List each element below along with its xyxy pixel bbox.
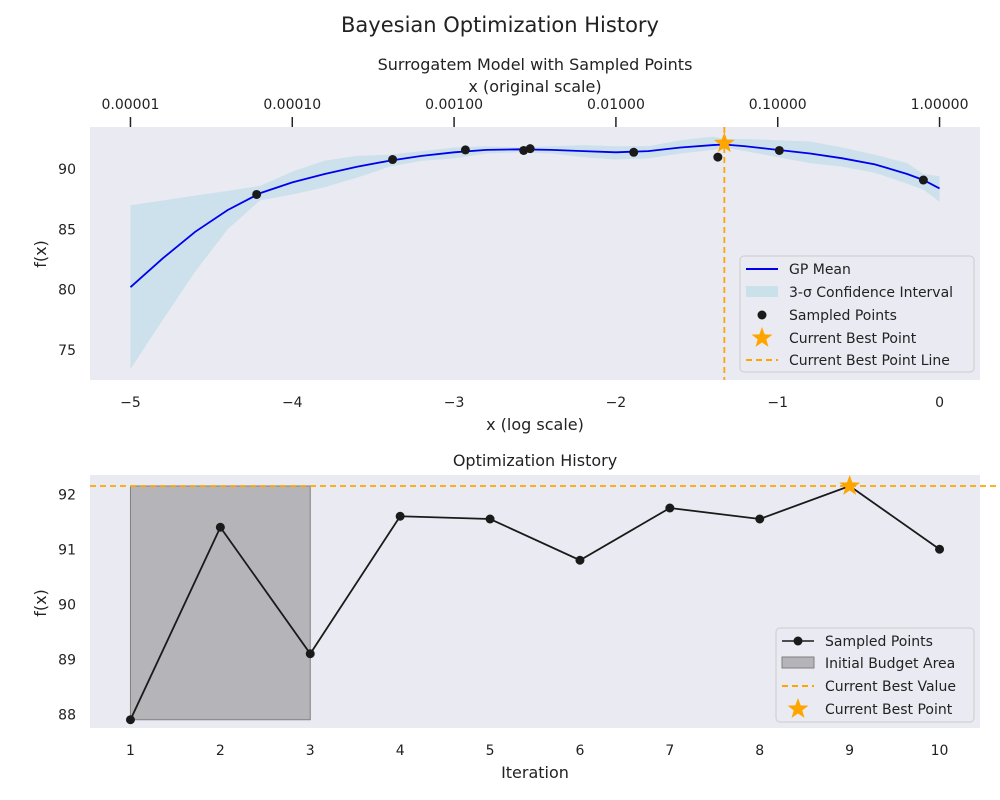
figure-suptitle: Bayesian Optimization History bbox=[341, 13, 659, 37]
x-tick-label: 0 bbox=[935, 395, 944, 411]
history-best-star bbox=[839, 475, 861, 495]
history-point bbox=[485, 514, 495, 524]
sampled-point bbox=[460, 145, 470, 155]
confidence-band bbox=[130, 136, 940, 370]
surrogate-top-axis-label: x (original scale) bbox=[468, 77, 601, 96]
history-point bbox=[935, 544, 945, 554]
x-tick-label: −5 bbox=[120, 395, 141, 411]
x-tick-label: 9 bbox=[845, 743, 854, 759]
top-tick-label: 0.00010 bbox=[263, 97, 321, 113]
x-tick-label: −1 bbox=[767, 395, 788, 411]
history-line-layer bbox=[129, 484, 941, 721]
history-point bbox=[125, 715, 135, 725]
surrogate-legend: GP Mean 3-σ Confidence Interval Sampled … bbox=[739, 255, 975, 373]
sampled-point bbox=[918, 175, 928, 185]
y-tick-label: 90 bbox=[58, 162, 76, 178]
history-legend: Sampled Points Initial Budget Area Curre… bbox=[775, 627, 975, 723]
surrogate-top-ticks: 0.00001 0.00010 0.00100 0.01000 0.10000 1.000… bbox=[102, 97, 969, 127]
surrogate-y-axis-label: f(x) bbox=[31, 240, 50, 268]
sampled-point bbox=[525, 144, 535, 154]
initial-budget-area bbox=[129, 485, 311, 721]
best-point-star bbox=[713, 132, 735, 153]
x-tick-label: 1 bbox=[126, 743, 135, 759]
legend-gp-mean-label: GP Mean bbox=[789, 262, 851, 278]
y-tick-label: 75 bbox=[58, 343, 76, 359]
history-point bbox=[215, 522, 225, 532]
legend-confidence-label: 3-σ Confidence Interval bbox=[789, 285, 953, 301]
y-tick-label: 91 bbox=[58, 542, 76, 558]
x-tick-label: −3 bbox=[444, 395, 465, 411]
history-point bbox=[305, 649, 315, 659]
legend-history-sampled-label: Sampled Points bbox=[825, 634, 933, 650]
initial-budget-area-layer bbox=[129, 485, 311, 721]
legend-best-line-label: Current Best Point Line bbox=[789, 353, 950, 369]
x-tick-label: 6 bbox=[575, 743, 584, 759]
history-title: Optimization History bbox=[453, 451, 617, 470]
history-x-ticks: 1 2 3 4 5 6 7 8 9 10 bbox=[126, 743, 948, 759]
y-tick-label: 88 bbox=[58, 707, 76, 723]
x-tick-label: 3 bbox=[306, 743, 315, 759]
gp-mean-line bbox=[129, 143, 940, 288]
x-tick-label: −2 bbox=[606, 395, 627, 411]
x-tick-label: 5 bbox=[486, 743, 495, 759]
y-tick-label: 92 bbox=[58, 487, 76, 503]
sampled-point bbox=[388, 155, 398, 165]
x-tick-label: 7 bbox=[665, 743, 674, 759]
history-line bbox=[129, 484, 941, 721]
y-tick-label: 85 bbox=[58, 222, 76, 238]
sampled-point bbox=[713, 152, 723, 162]
x-tick-label: 4 bbox=[396, 743, 405, 759]
history-y-ticks: 88 89 90 91 92 bbox=[58, 487, 76, 723]
legend-history-best-label: Current Best Point bbox=[825, 702, 953, 718]
sampled-point bbox=[252, 189, 262, 199]
legend-best-point-label: Current Best Point bbox=[789, 331, 917, 347]
top-tick-label: 0.10000 bbox=[749, 97, 807, 113]
history-legend-box bbox=[775, 627, 975, 723]
best-point-layer bbox=[713, 127, 735, 380]
legend-best-point-swatch bbox=[751, 327, 773, 347]
surrogate-x-ticks: −5 −4 −3 −2 −1 0 bbox=[120, 395, 944, 411]
surrogate-x-axis-label: x (log scale) bbox=[486, 415, 584, 434]
gp-mean-layer bbox=[129, 143, 940, 288]
history-point bbox=[575, 555, 585, 565]
legend-initial-area-swatch bbox=[781, 656, 815, 669]
sampled-point bbox=[774, 145, 784, 155]
sampled-points-layer bbox=[252, 144, 928, 199]
history-point bbox=[395, 511, 405, 521]
legend-history-best-swatch bbox=[787, 698, 809, 718]
legend-sampled-points-swatch bbox=[757, 310, 767, 320]
top-tick-label: 0.00001 bbox=[102, 97, 160, 113]
y-tick-label: 80 bbox=[58, 283, 76, 299]
history-point bbox=[665, 503, 675, 513]
legend-initial-area-label: Initial Budget Area bbox=[825, 656, 955, 672]
surrogate-legend-box bbox=[739, 255, 975, 373]
y-tick-label: 89 bbox=[58, 652, 76, 668]
top-tick-label: 1.00000 bbox=[911, 97, 969, 113]
history-y-axis-label: f(x) bbox=[31, 589, 50, 617]
x-tick-label: 8 bbox=[755, 743, 764, 759]
x-tick-label: 10 bbox=[931, 743, 949, 759]
legend-confidence-swatch bbox=[746, 286, 778, 297]
top-tick-label: 0.01000 bbox=[587, 97, 645, 113]
surrogate-panel: Surrogatem Model with Sampled Points x (… bbox=[31, 55, 980, 434]
legend-history-marker-swatch bbox=[793, 636, 803, 646]
x-tick-label: −4 bbox=[282, 395, 303, 411]
legend-sampled-points-label: Sampled Points bbox=[789, 308, 897, 324]
top-tick-label: 0.00100 bbox=[425, 97, 483, 113]
y-tick-label: 90 bbox=[58, 597, 76, 613]
history-x-axis-label: Iteration bbox=[501, 763, 569, 782]
legend-best-value-label: Current Best Value bbox=[825, 679, 956, 695]
confidence-band-layer bbox=[130, 136, 940, 370]
x-tick-label: 2 bbox=[216, 743, 225, 759]
history-best-point-layer bbox=[839, 475, 861, 495]
history-point bbox=[755, 514, 765, 524]
surrogate-y-ticks: 75 80 85 90 bbox=[58, 162, 76, 359]
sampled-point bbox=[629, 147, 639, 157]
history-panel: Optimization History Iteration f(x) 1 2 3 4… bbox=[31, 451, 1000, 782]
surrogate-title: Surrogatem Model with Sampled Points bbox=[378, 55, 693, 74]
